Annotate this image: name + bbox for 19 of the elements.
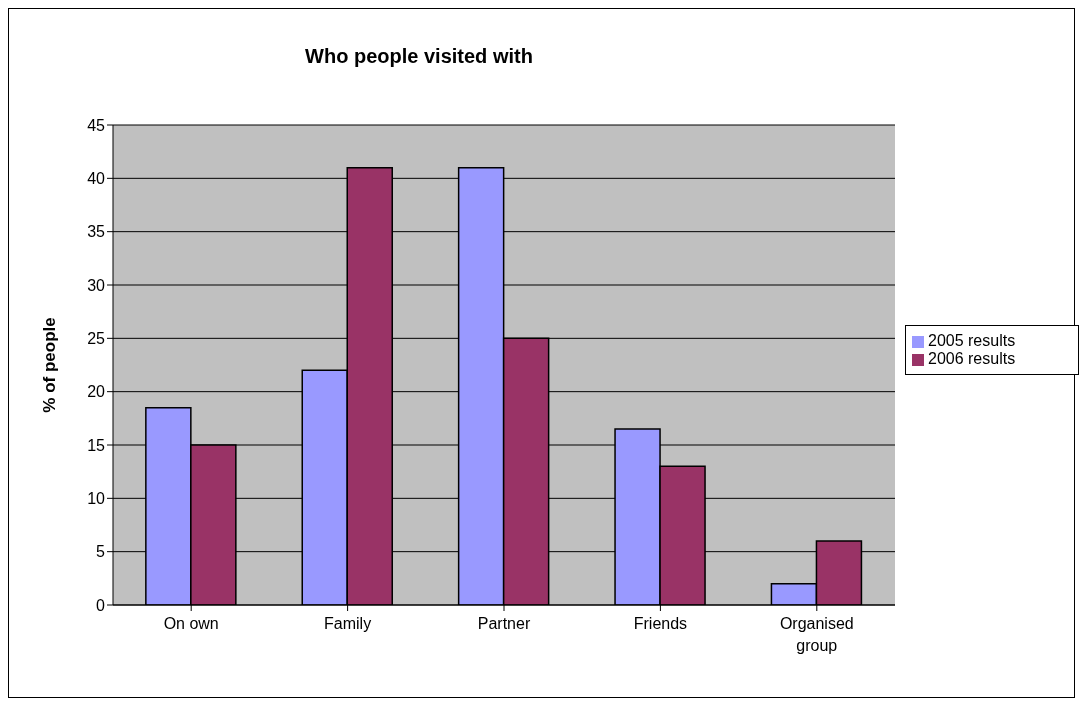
y-tick-label: 20 xyxy=(87,383,106,401)
y-tick-label: 5 xyxy=(96,543,106,561)
legend-label: 2006 results xyxy=(928,350,1016,367)
y-tick-label: 15 xyxy=(87,436,106,454)
y-tick-label: 40 xyxy=(87,170,106,188)
x-tick-label: Organised group xyxy=(779,615,854,654)
x-tick-label: Family xyxy=(324,615,372,632)
y-tick-label: 35 xyxy=(87,223,106,241)
y-axis-title: % of people xyxy=(40,317,60,413)
y-tick-label: 25 xyxy=(87,330,106,348)
y-tick-label: 30 xyxy=(87,276,106,294)
x-tick-label: On own xyxy=(163,615,219,632)
y-tick-label: 45 xyxy=(87,116,106,134)
y-tick-label: 0 xyxy=(96,596,106,614)
y-tick-label: 10 xyxy=(87,490,106,508)
x-tick-label: Partner xyxy=(477,615,531,632)
chart-title: Who people visited with xyxy=(304,45,534,68)
x-tick-label: Friends xyxy=(633,615,688,632)
legend-label: 2005 results xyxy=(928,332,1016,349)
